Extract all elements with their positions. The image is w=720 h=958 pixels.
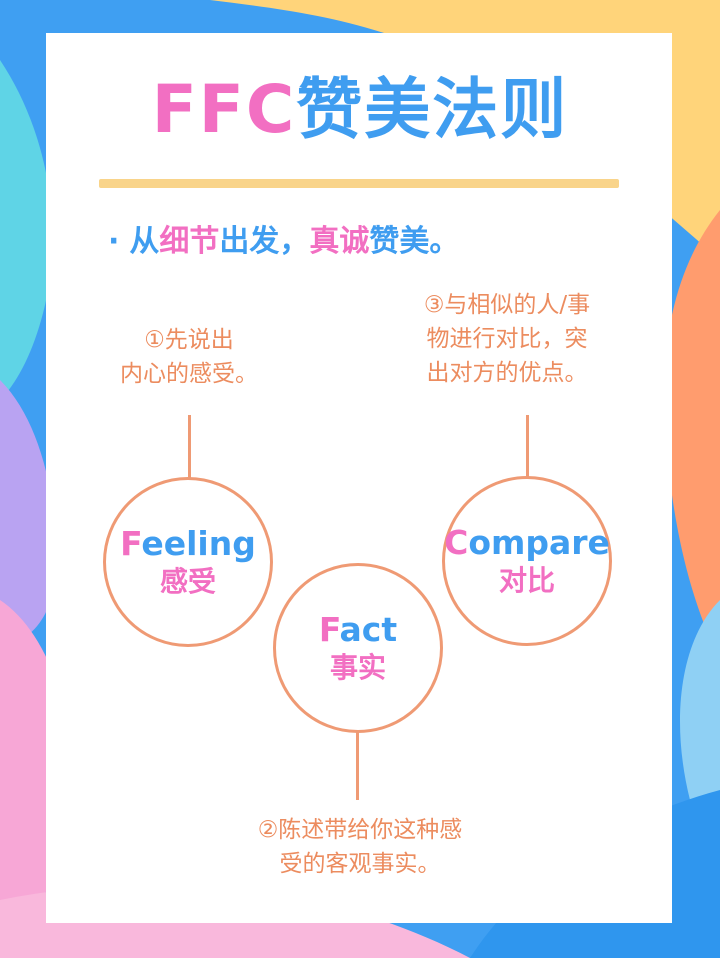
compare-cn: 对比: [498, 564, 555, 597]
feeling-connector: [188, 415, 191, 479]
fact-cn: 事实: [329, 651, 386, 684]
feeling-note-line2: 内心的感受。: [120, 361, 258, 387]
compare-note-line1: ③与相似的人/事: [423, 292, 591, 318]
subtitle-seg-1: 从: [129, 224, 160, 259]
feeling-note: ①先说出 内心的感受。: [104, 323, 274, 391]
page-title: FFC赞美法则: [0, 70, 720, 150]
content-card: [46, 33, 672, 923]
bullet-dot: ·: [108, 224, 120, 259]
feeling-en-rest: eeling: [141, 524, 256, 563]
compare-en-rest: ompare: [468, 523, 610, 562]
fact-en: Fact: [319, 610, 397, 650]
compare-en-initial: C: [444, 523, 469, 562]
compare-connector: [526, 415, 529, 479]
subtitle-seg-5: 赞美。: [369, 224, 460, 259]
fact-note-line1: ②陈述带给你这种感: [257, 817, 463, 843]
fact-circle: Fact 事实: [273, 563, 443, 733]
subtitle-seg-3: 出发，: [219, 224, 310, 259]
compare-note-line3: 出对方的优点。: [426, 360, 588, 386]
feeling-circle: Feeling 感受: [103, 477, 273, 647]
title-ffc: FFC: [151, 71, 297, 148]
feeling-en: Feeling: [120, 524, 256, 564]
subtitle-seg-4: 真诚: [309, 224, 370, 259]
fact-en-rest: act: [339, 610, 398, 649]
compare-note-line2: 物进行对比，突: [426, 326, 588, 352]
compare-circle: Compare 对比: [442, 476, 612, 646]
feeling-en-initial: F: [120, 524, 142, 563]
feeling-note-line1: ①先说出: [144, 327, 234, 353]
compare-note: ③与相似的人/事 物进行对比，突 出对方的优点。: [392, 288, 622, 390]
fact-note-line2: 受的客观事实。: [279, 851, 441, 877]
title-rule: 赞美法则: [296, 71, 569, 148]
fact-en-initial: F: [318, 610, 340, 649]
subtitle: · 从细节出发，真诚赞美。: [108, 222, 459, 262]
subtitle-seg-2: 细节: [159, 224, 220, 259]
compare-en: Compare: [444, 523, 610, 563]
feeling-cn: 感受: [159, 565, 216, 598]
fact-connector: [356, 732, 359, 800]
fact-note: ②陈述带给你这种感 受的客观事实。: [218, 813, 502, 881]
title-underline: [99, 179, 619, 188]
